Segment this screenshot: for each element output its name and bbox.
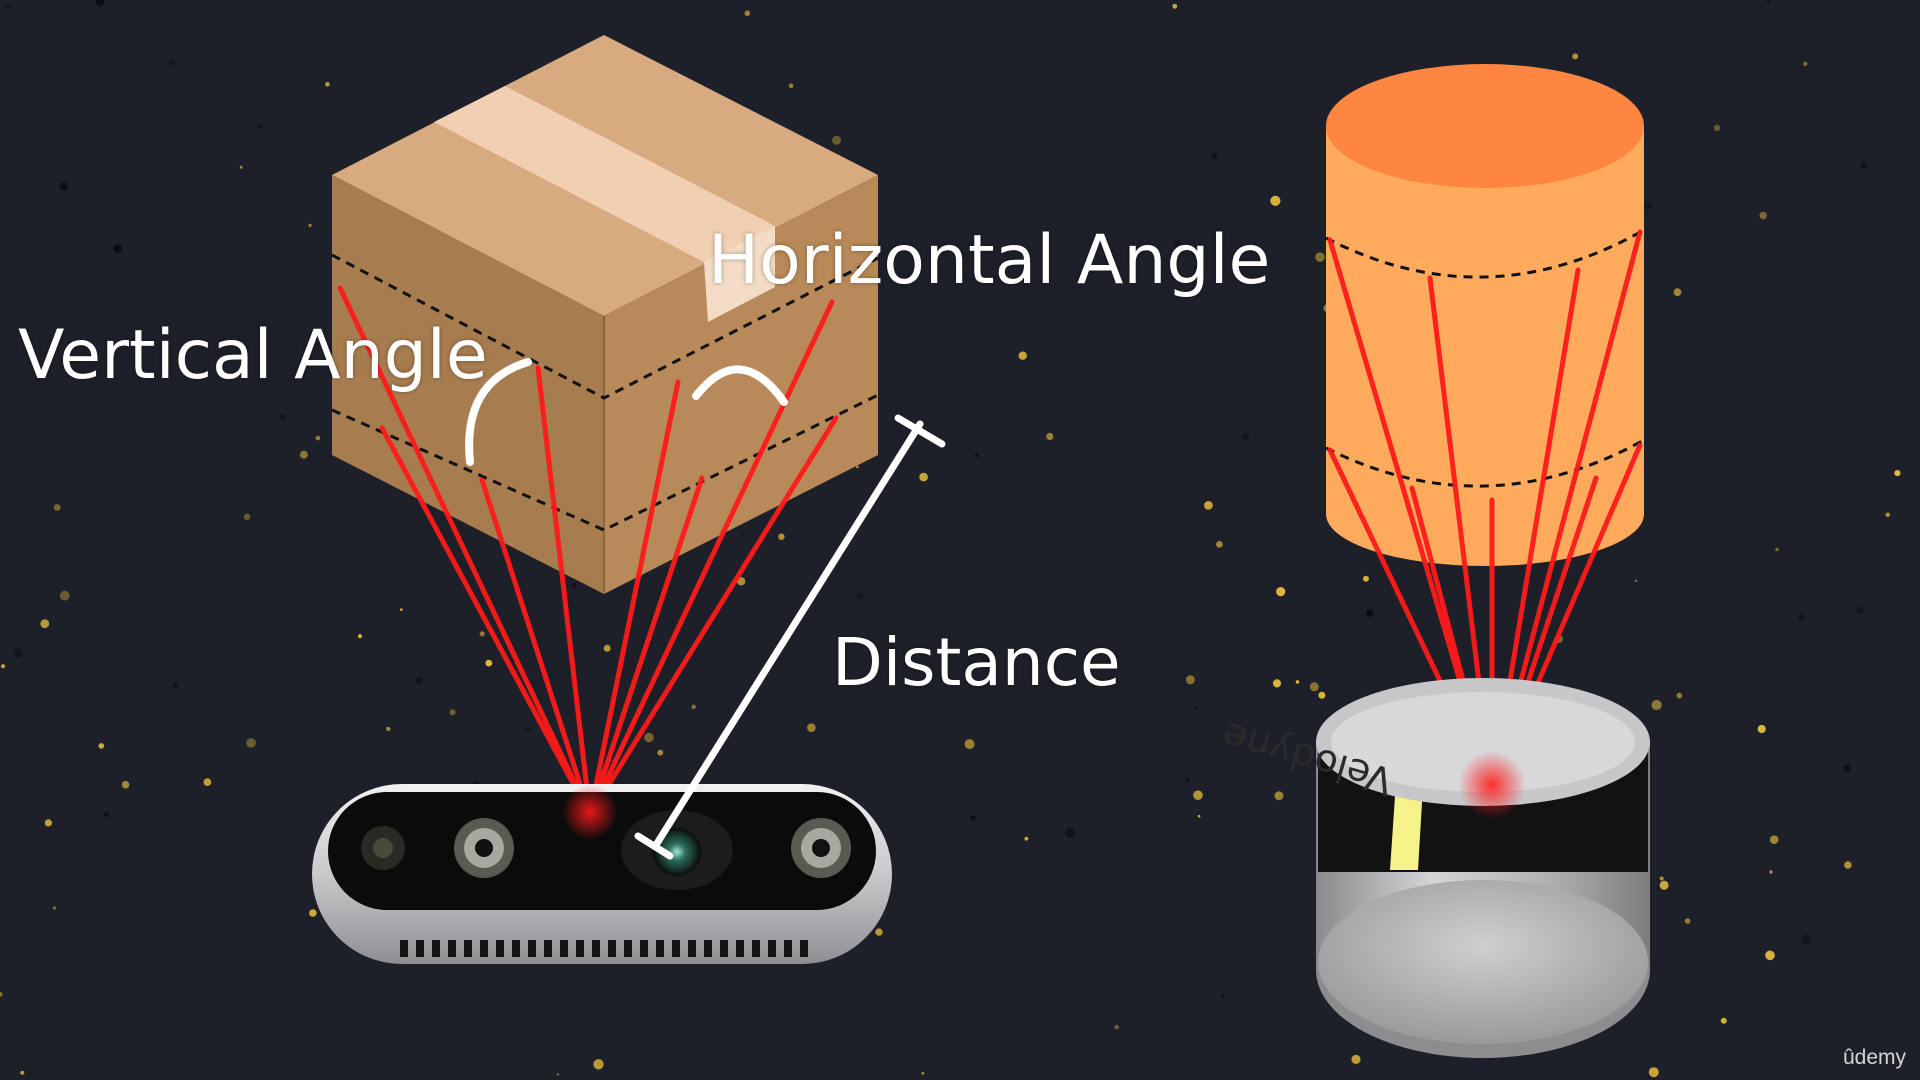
orange-cylinder-icon	[1325, 64, 1645, 566]
depth-camera-icon	[312, 784, 892, 964]
camera-laser-glow	[562, 784, 618, 840]
distance-measure-icon	[634, 414, 946, 860]
vertical-angle-arc-icon	[465, 358, 532, 466]
horizontal-angle-arc-icon	[692, 365, 788, 406]
udemy-watermark: ûdemy	[1842, 1046, 1906, 1069]
lidar-sensor-icon: Velodyne	[1218, 678, 1650, 1058]
camera-laser-rays	[337, 285, 839, 818]
distance-label: Distance	[832, 624, 1121, 701]
horizontal-angle-label: Horizontal Angle	[708, 221, 1271, 300]
lidar-laser-glow	[1458, 751, 1526, 819]
vertical-angle-label: Vertical Angle	[18, 316, 488, 395]
cardboard-box-icon	[331, 35, 879, 594]
